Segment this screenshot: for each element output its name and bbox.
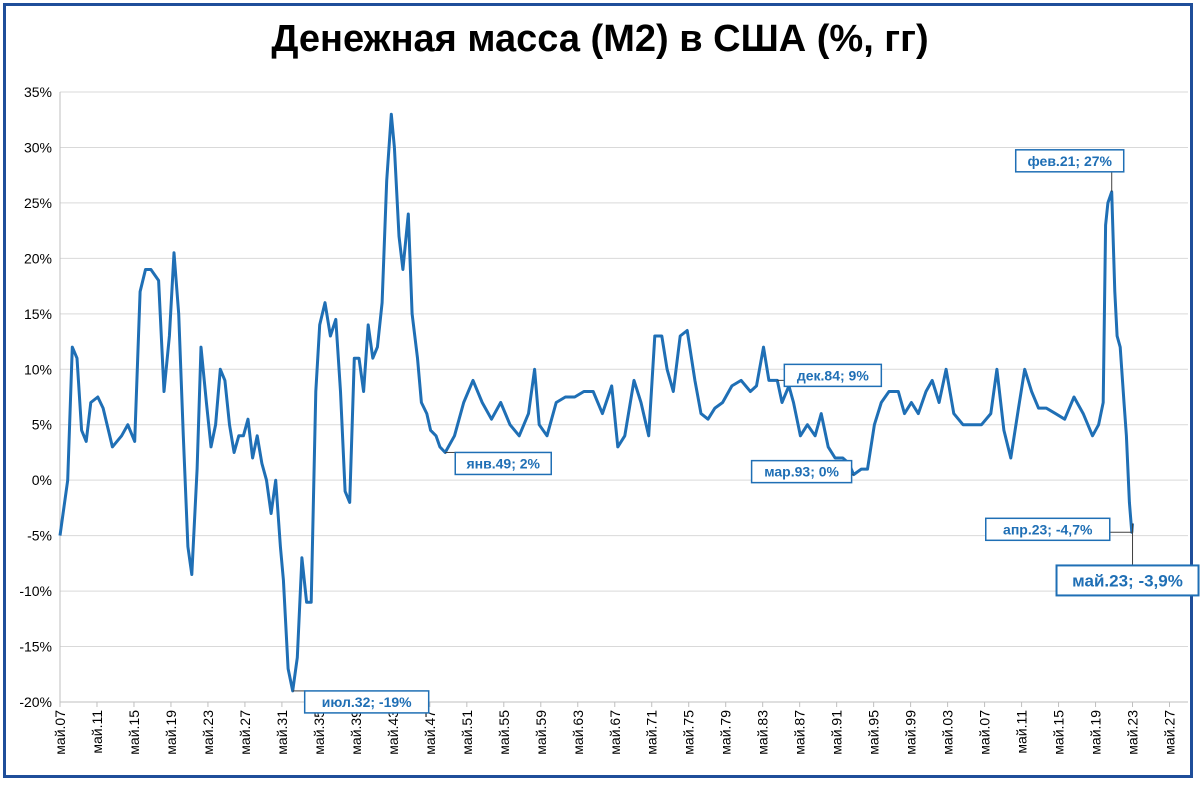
annotation-label: апр.23; -4,7% <box>1003 521 1093 537</box>
x-tick-label: май.43 <box>385 710 401 755</box>
y-axis: 35% 30% 25% 20% 15% 10% 5% 0% -5% -10% -15% -20% <box>19 84 52 710</box>
annotation-box <box>1055 564 1200 597</box>
x-tick-label: май.35 <box>311 710 327 755</box>
x-tick-label: май.15 <box>126 710 142 755</box>
x-tick-label: май.23 <box>1125 710 1141 755</box>
annotation-box <box>985 517 1111 542</box>
annotation-box <box>783 363 883 388</box>
y-tick-label: -15% <box>19 639 52 655</box>
annotation-label: фев.21; 27% <box>1027 153 1112 169</box>
annotation-label: мар.93; 0% <box>764 464 839 480</box>
chart-title: Денежная масса (М2) в США (%, гг) <box>271 18 929 60</box>
y-tick-label: 0% <box>32 472 52 488</box>
y-tick-label: -5% <box>27 528 52 544</box>
series-line <box>58 112 1134 693</box>
x-tick-label: май.95 <box>866 710 882 755</box>
y-tick-label: 20% <box>24 250 52 266</box>
x-tick-label: май.99 <box>903 710 919 755</box>
x-tick-label: май.47 <box>422 710 438 755</box>
annotation-box <box>303 690 430 714</box>
x-tick-label: май.67 <box>607 710 623 755</box>
y-tick-label: 10% <box>24 361 52 377</box>
x-tick-label: май.59 <box>533 710 549 755</box>
y-tick-label: -10% <box>19 583 52 599</box>
annotation-label: май.23; -3,9% <box>1072 571 1183 590</box>
x-tick-label: май.51 <box>459 710 475 755</box>
x-tick-label: май.71 <box>644 710 660 755</box>
x-tick-label: май.63 <box>570 710 586 755</box>
y-tick-label: 5% <box>32 417 52 433</box>
x-tick-label: май.27 <box>1162 710 1178 755</box>
x-tick-label: май.55 <box>496 710 512 755</box>
x-tick-label: май.75 <box>681 710 697 755</box>
x-tick-label: май.11 <box>89 710 105 754</box>
x-tick-label: май.39 <box>348 710 364 755</box>
x-tick-label: май.19 <box>163 710 179 755</box>
x-tick-label: май.19 <box>1088 710 1104 755</box>
x-axis: май.07 май.11 май.15 май.19 май.23 май.27 май.… <box>52 702 1178 755</box>
x-tick-label: май.07 <box>52 710 68 755</box>
y-tick-label: 15% <box>24 306 52 322</box>
annotation-box <box>1014 149 1125 173</box>
y-tick-label: 30% <box>24 139 52 155</box>
y-tick-label: 25% <box>24 195 52 211</box>
annotations: июл.32; -19% янв.49; 2% мар.93; 0% дек.84; … <box>292 149 1200 714</box>
x-tick-label: май.15 <box>1051 710 1067 755</box>
x-tick-label: май.07 <box>977 710 993 755</box>
annotation-label: июл.32; -19% <box>322 694 412 710</box>
x-tick-label: май.03 <box>940 710 956 755</box>
x-tick-label: май.31 <box>274 710 290 755</box>
x-tick-label: май.23 <box>200 710 216 755</box>
x-tick-label: май.11 <box>1014 710 1030 754</box>
plot-area <box>58 112 1134 693</box>
x-tick-label: май.91 <box>829 710 845 755</box>
x-tick-label: май.83 <box>755 710 771 755</box>
annotation-box <box>454 451 552 476</box>
x-tick-label: май.79 <box>718 710 734 755</box>
annotation-label: дек.84; 9% <box>797 367 869 383</box>
annotation-label: янв.49; 2% <box>467 455 541 471</box>
y-tick-label: 35% <box>24 84 52 100</box>
annotation-box <box>750 459 853 484</box>
x-tick-label: май.27 <box>237 710 253 755</box>
y-tick-label: -20% <box>19 694 52 710</box>
x-tick-label: май.87 <box>792 710 808 755</box>
